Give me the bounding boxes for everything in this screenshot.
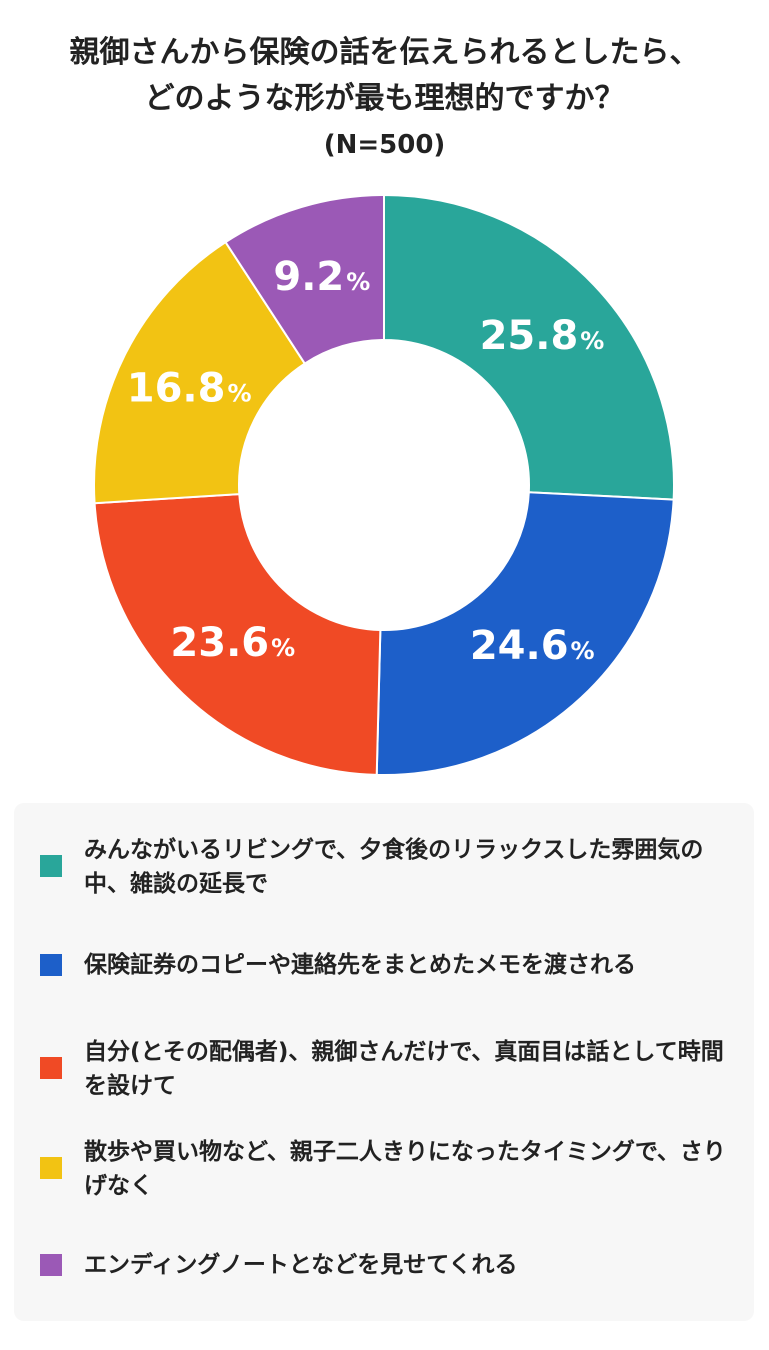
legend-label: 保険証券のコピーや連絡先をまとめたメモを渡される bbox=[84, 952, 636, 978]
donut-chart: 25.8% 24.6% 23.6% 16.8% 9.2% bbox=[93, 193, 675, 776]
chart-title-line-1: 親御さんから保険の話を伝えられるとしたら、 bbox=[69, 35, 700, 70]
donut-slice bbox=[93, 240, 307, 505]
legend-swatch bbox=[40, 1157, 62, 1179]
donut-slice bbox=[93, 493, 382, 776]
slice-value-label: 23.6% bbox=[170, 620, 295, 666]
legend-swatch bbox=[40, 954, 62, 976]
chart-title-line-2: どのような形が最も理想的ですか？ bbox=[144, 81, 625, 116]
slice-value-label: 25.8% bbox=[480, 313, 605, 359]
legend-label: みんながいるリビングで、夕食後のリラックスした雰囲気の中、雑談の延長で bbox=[84, 837, 704, 897]
legend-swatch bbox=[40, 855, 62, 877]
chart-subtitle: (N=500) bbox=[323, 130, 446, 160]
donut-slice bbox=[375, 491, 675, 776]
donut-slice bbox=[224, 193, 385, 365]
legend: みんながいるリビングで、夕食後のリラックスした雰囲気の中、雑談の延長で 保険証券… bbox=[14, 803, 754, 1321]
donut-slice bbox=[383, 193, 675, 501]
chart-title: 親御さんから保険の話を伝えられるとしたら、 どのような形が最も理想的ですか？ bbox=[0, 30, 769, 122]
legend-label: 散歩や買い物など、親子二人きりになったタイミングで、さりげなく bbox=[84, 1139, 726, 1199]
legend-label: エンディングノートとなどを見せてくれる bbox=[84, 1252, 518, 1278]
slice-value-label: 9.2% bbox=[273, 254, 370, 300]
slice-value-label: 16.8% bbox=[127, 365, 252, 411]
legend-swatch bbox=[40, 1057, 62, 1079]
legend-label: 自分(とその配偶者)、親御さんだけで、真面目は話として時間を設けて bbox=[84, 1039, 724, 1099]
slice-value-label: 24.6% bbox=[470, 623, 595, 669]
legend-swatch bbox=[40, 1254, 62, 1276]
